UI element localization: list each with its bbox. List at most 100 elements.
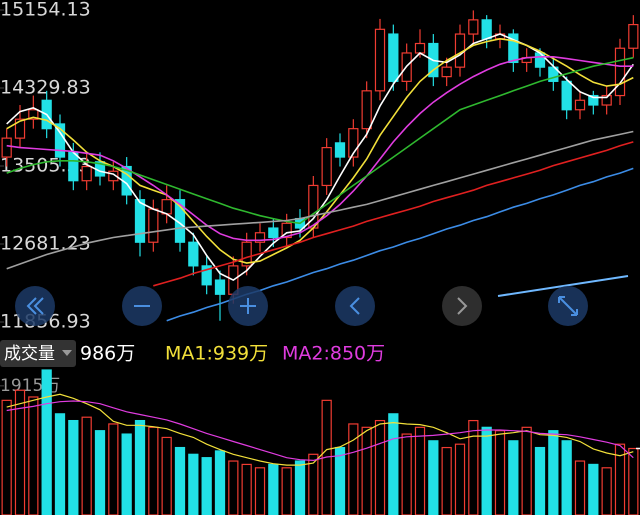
candle-body <box>241 241 252 267</box>
legend-entry: MA1:939万 <box>165 343 268 365</box>
trend-line <box>497 275 629 297</box>
candle-body <box>334 142 346 158</box>
candle-body <box>614 47 626 97</box>
ma-line <box>6 56 634 225</box>
candle-body <box>161 199 172 215</box>
volume-bar <box>428 440 439 515</box>
candle-body <box>508 33 519 64</box>
volume-bar <box>174 446 186 515</box>
volume-bar <box>268 463 279 515</box>
scroll-right-button[interactable] <box>442 286 482 326</box>
volume-bar <box>228 460 239 515</box>
candle-body <box>188 241 199 267</box>
candle-body <box>481 19 492 40</box>
volume-bar <box>628 447 639 515</box>
ma-line <box>6 37 634 264</box>
volume-bar <box>108 423 119 515</box>
candle-body <box>561 80 572 111</box>
volume-bar <box>374 419 386 515</box>
zoom-out-button[interactable] <box>122 286 162 326</box>
volume-bar <box>508 440 519 515</box>
scroll-left-fast-button[interactable] <box>15 286 55 326</box>
scroll-left-button[interactable] <box>335 286 375 326</box>
indicator-dropdown[interactable]: 成交量 <box>0 340 76 367</box>
volume-bar <box>294 460 306 515</box>
volume-bar <box>388 413 399 515</box>
candle-body <box>108 170 119 182</box>
volume-bar <box>574 460 586 515</box>
candle-body <box>361 90 372 130</box>
volume-bar <box>454 443 466 515</box>
volume-bar <box>81 416 92 515</box>
candle-body <box>68 151 79 182</box>
y-tick-label: 12681.23 <box>0 233 91 255</box>
ma-line <box>6 56 634 242</box>
candle-body <box>321 146 332 187</box>
volume-bar <box>401 433 412 515</box>
volume-bar <box>494 430 506 515</box>
volume-bar <box>548 430 559 515</box>
volume-bar <box>161 436 172 515</box>
candle-body <box>134 199 146 243</box>
volume-bar <box>241 463 252 515</box>
volume-bar <box>188 453 199 515</box>
candle-body <box>14 118 26 139</box>
candle-body <box>601 94 612 106</box>
ma-line <box>153 141 634 287</box>
ma-line <box>6 33 634 282</box>
volume-bar <box>441 446 452 515</box>
volume-bar <box>148 426 159 515</box>
volume-bar <box>254 467 266 515</box>
volume-bar <box>521 426 532 515</box>
candle-body <box>268 227 279 239</box>
volume-bar <box>601 467 612 515</box>
dropdown-box[interactable] <box>0 340 76 367</box>
candle-body <box>414 42 426 54</box>
volume-bar <box>561 440 572 515</box>
dropdown-arrow[interactable] <box>62 350 72 356</box>
volume-bar <box>121 433 132 515</box>
layer <box>1 10 640 515</box>
volume-bar <box>468 419 479 515</box>
candle-body <box>1 137 12 158</box>
volume-current: 986万 <box>80 343 135 365</box>
candle-body <box>81 165 92 182</box>
candle-body <box>574 99 586 111</box>
candle-body <box>348 128 359 158</box>
candle-body <box>214 279 226 295</box>
volume-bar <box>134 419 146 515</box>
candle-body <box>374 28 386 92</box>
candle-body <box>588 94 599 106</box>
volume-bar <box>348 423 359 515</box>
candle-body <box>28 109 39 120</box>
legend-entry: MA2:850万 <box>282 343 385 365</box>
volume-bar <box>201 457 212 515</box>
volume-bar <box>94 430 106 515</box>
volume-bar <box>1 399 12 515</box>
volume-bar <box>214 450 226 515</box>
volume-bar <box>281 467 292 515</box>
volume-bar <box>481 426 492 515</box>
zoom-in-button[interactable] <box>228 286 268 326</box>
dropdown-label[interactable]: 成交量 <box>4 344 55 364</box>
candle-body <box>254 232 266 243</box>
toolbar <box>15 286 588 326</box>
volume-bar <box>361 426 372 515</box>
volume-bar <box>68 419 79 515</box>
y-tick-label: 15154.13 <box>0 0 91 21</box>
candle-body <box>388 33 399 82</box>
ma-line <box>6 130 634 270</box>
volume-bar <box>414 426 426 515</box>
candle-body <box>441 66 452 78</box>
volume-bar <box>534 446 546 515</box>
fullscreen-button[interactable] <box>548 286 588 326</box>
volume-ma-line <box>6 400 634 462</box>
candle-body <box>468 19 479 35</box>
volume-bar <box>54 413 66 515</box>
y-tick-label: 14329.83 <box>0 77 91 99</box>
volume-bar <box>588 463 599 515</box>
candle-body <box>628 23 639 49</box>
volume-bar <box>308 453 319 515</box>
candle-body <box>148 208 159 243</box>
